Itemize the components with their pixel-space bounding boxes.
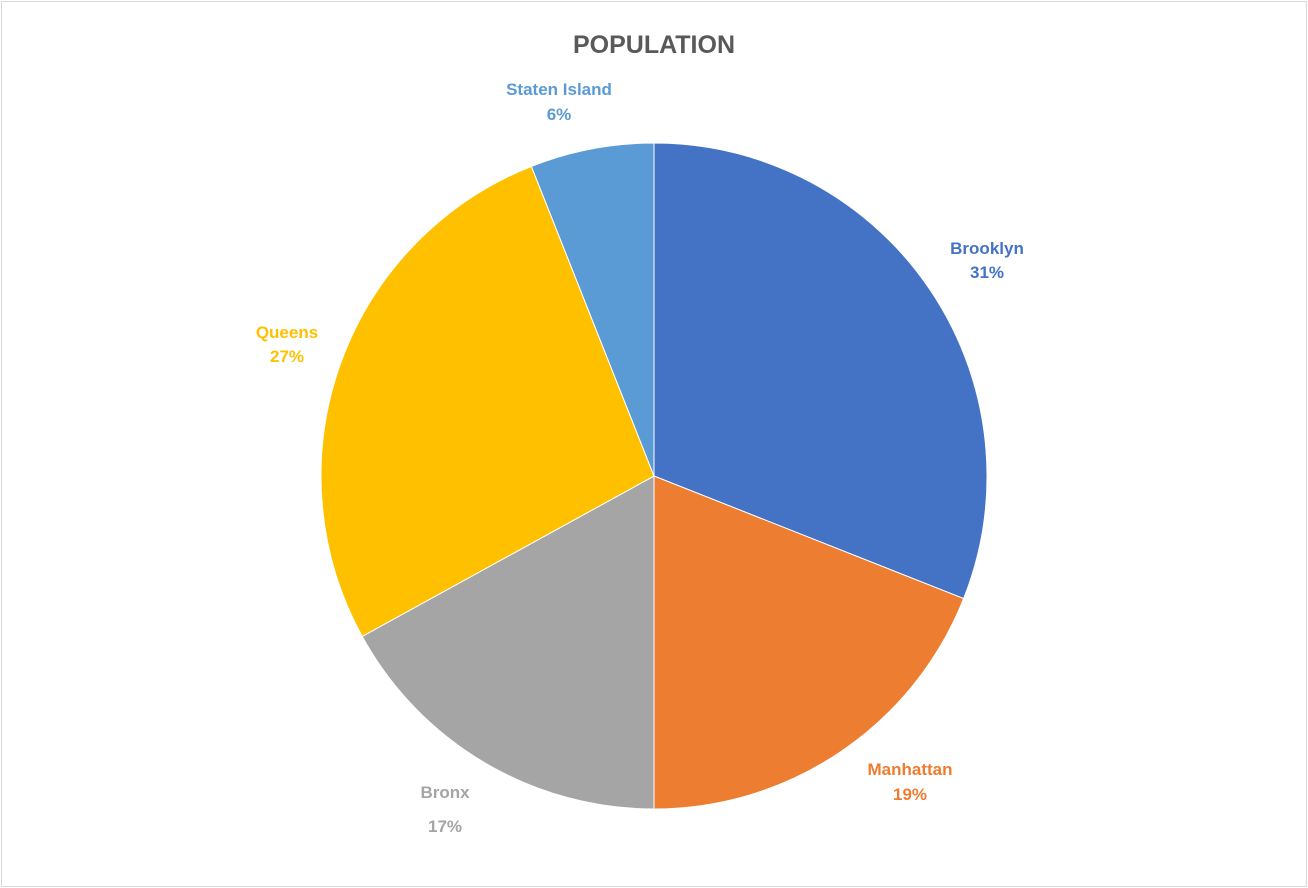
pie-slice-bronx: [361, 475, 655, 810]
slice-label-manhattan: Manhattan: [868, 760, 953, 779]
slice-percent-brooklyn: 31%: [970, 263, 1004, 282]
slice-percent-staten-island: 6%: [547, 105, 572, 124]
slice-label-queens: Queens: [256, 323, 318, 342]
pie-slice-manhattan: [653, 475, 965, 810]
slice-label-bronx: Bronx: [420, 783, 470, 802]
slice-percent-manhattan: 19%: [893, 785, 927, 804]
pie-slice-queens: [320, 165, 655, 638]
slice-label-brooklyn: Brooklyn: [950, 239, 1024, 258]
pie-slice-staten-island: [530, 142, 655, 477]
slice-percent-queens: 27%: [270, 347, 304, 366]
pie-labels: Brooklyn 31% Manhattan 19% Bronx 17% Queens 27%…: [256, 80, 1024, 836]
slice-label-staten-island: Staten Island: [506, 80, 612, 99]
slice-percent-bronx: 17%: [428, 817, 462, 836]
pie-slice-brooklyn: [653, 142, 988, 600]
chart-title: POPULATION: [573, 31, 735, 59]
pie-slices: [320, 142, 988, 810]
